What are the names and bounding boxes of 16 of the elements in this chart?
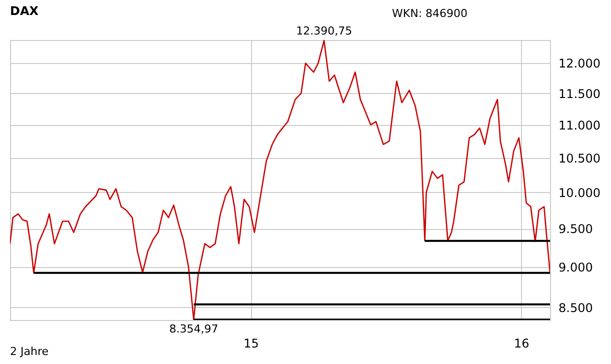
y-tick-label: 10.500: [558, 151, 600, 166]
annotation: 12.390,75: [296, 24, 352, 38]
y-tick-label: 9.500: [558, 222, 593, 236]
y-tick-label: 9.000: [558, 260, 593, 274]
y-tick-label: 12.000: [558, 56, 600, 71]
x-tick-label: 16: [514, 336, 530, 350]
line-series: [10, 40, 550, 320]
chart-title: DAX: [10, 4, 38, 18]
y-tick-label: 8.500: [558, 300, 593, 315]
x-tick-label: 15: [244, 336, 259, 350]
annotation: 8.354,97: [169, 322, 218, 336]
y-tick-label: 11.500: [558, 86, 600, 101]
text: WKN: 846900: [392, 7, 468, 20]
text: 2 Jahre: [10, 345, 48, 358]
y-tick-label: 11.000: [558, 118, 600, 132]
y-tick-label: 10.000: [558, 186, 600, 200]
